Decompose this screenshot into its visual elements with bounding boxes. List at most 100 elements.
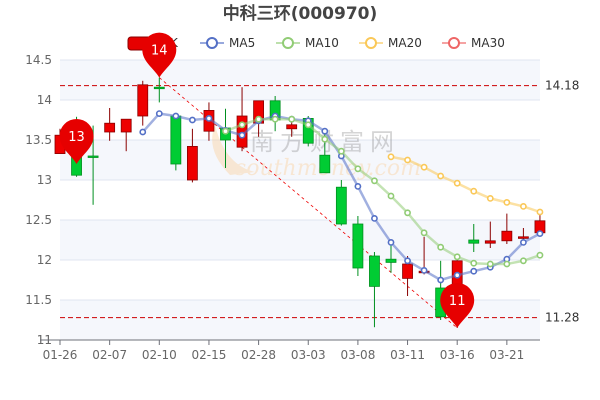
ma-line-ma20 <box>390 155 541 214</box>
candles <box>54 77 546 328</box>
ma-point <box>536 251 544 259</box>
ma-point <box>271 115 279 123</box>
legend-item-ma5[interactable]: MA5 <box>200 36 255 50</box>
grid-band <box>60 220 540 260</box>
legend-item-ma30[interactable]: MA30 <box>442 36 505 50</box>
ma-point <box>155 110 163 117</box>
y-tick-label: 12.5 <box>25 213 52 227</box>
candle-body <box>137 84 149 117</box>
mark-point-pin: 11 <box>440 283 475 328</box>
candle-body <box>104 122 116 133</box>
mark-point-label: 14 <box>151 44 168 59</box>
ma-point <box>520 257 527 265</box>
x-tick-label: 03-11 <box>390 348 425 362</box>
ma-point <box>453 253 461 261</box>
legend-label: MA20 <box>388 36 422 50</box>
x-tick-label: 02-28 <box>241 348 276 362</box>
y-tick-label: 14 <box>37 93 52 107</box>
ma-point <box>536 208 544 216</box>
ma-point <box>520 202 527 210</box>
ma-point <box>520 238 527 246</box>
ma-point <box>354 165 362 173</box>
ma-point <box>354 182 362 190</box>
candle-body <box>385 258 397 263</box>
pin-shape <box>440 283 475 328</box>
mark-point-label: 11 <box>449 294 466 309</box>
mark-point-label: 13 <box>68 130 85 145</box>
ma-point <box>420 163 428 171</box>
ma-point <box>238 131 246 139</box>
y-tick-label: 13 <box>37 173 52 187</box>
ma-point <box>321 135 329 143</box>
x-tick-label: 03-16 <box>440 348 475 362</box>
ma-point <box>486 194 494 202</box>
ma-point <box>437 243 445 251</box>
y-tick-label: 12 <box>37 253 52 267</box>
ma-point <box>222 127 229 135</box>
circle-legend-icon <box>448 37 460 49</box>
candle-body <box>286 124 298 130</box>
x-tick-label: 02-15 <box>192 348 227 362</box>
x-tick-label: 03-21 <box>489 348 524 362</box>
ma-point <box>387 153 395 161</box>
legend-item-ma20[interactable]: MA20 <box>359 36 422 50</box>
candle-body <box>369 255 380 287</box>
candle-body <box>153 86 165 90</box>
candle-body <box>120 118 132 133</box>
ma-point <box>503 260 511 268</box>
candle-body <box>484 240 496 244</box>
legend[interactable]: 日KMA5MA10MA20MA30 <box>127 36 505 51</box>
circle-legend-icon <box>206 37 218 49</box>
y-tick-label: 14.5 <box>25 53 52 67</box>
ma-point <box>437 172 445 180</box>
ma-point <box>470 259 478 267</box>
x-tick-label: 03-08 <box>340 348 375 362</box>
mark-line-label: 14.18 <box>545 79 579 93</box>
y-tick-label: 13.5 <box>25 133 52 147</box>
x-tick-label: 02-07 <box>92 348 127 362</box>
candle-body <box>468 239 480 244</box>
ma-point <box>453 179 461 187</box>
ma-point <box>470 187 478 195</box>
ma-point <box>387 238 395 246</box>
candle-body <box>352 223 364 269</box>
candle-body <box>87 155 99 158</box>
ma-point <box>387 192 395 200</box>
ma-point <box>288 115 296 123</box>
x-tick-label: 03-03 <box>291 348 326 362</box>
chart-title: 中科三环(000970) <box>223 3 378 24</box>
candle-body <box>518 236 529 239</box>
grid-band <box>60 140 540 180</box>
ma-point <box>404 257 411 265</box>
candle-body <box>335 186 347 225</box>
legend-label: MA5 <box>229 36 255 50</box>
ma-point <box>404 209 411 217</box>
legend-item-ma10[interactable]: MA10 <box>276 36 339 50</box>
mark-point-pin: 14 <box>142 32 177 78</box>
ma-point <box>172 112 180 120</box>
circle-legend-icon <box>282 37 294 49</box>
ma-point <box>304 121 312 129</box>
x-tick-label: 02-10 <box>142 348 177 362</box>
candle-body <box>402 263 413 279</box>
ma-point <box>404 156 411 164</box>
ma-point <box>337 147 345 155</box>
ma-point <box>437 276 445 284</box>
x-axis: 01-26 02-07 02-10 02-15 02-28 03-03 03-08 03-11… <box>40 339 540 362</box>
mark-point-pin: 13 <box>59 119 94 164</box>
circle-legend-icon <box>365 37 377 49</box>
candle-body <box>186 145 198 181</box>
mark-line-label: 11.28 <box>545 311 579 325</box>
ma-point <box>238 121 246 129</box>
ma-point <box>470 267 478 275</box>
legend-label: MA10 <box>305 36 339 50</box>
ma-point <box>188 116 196 124</box>
ma-point <box>139 128 147 136</box>
ma-point <box>420 229 428 237</box>
ma-point <box>255 115 262 123</box>
ma-point <box>371 177 378 185</box>
ma-point <box>536 230 544 237</box>
pin-shape <box>59 119 94 164</box>
